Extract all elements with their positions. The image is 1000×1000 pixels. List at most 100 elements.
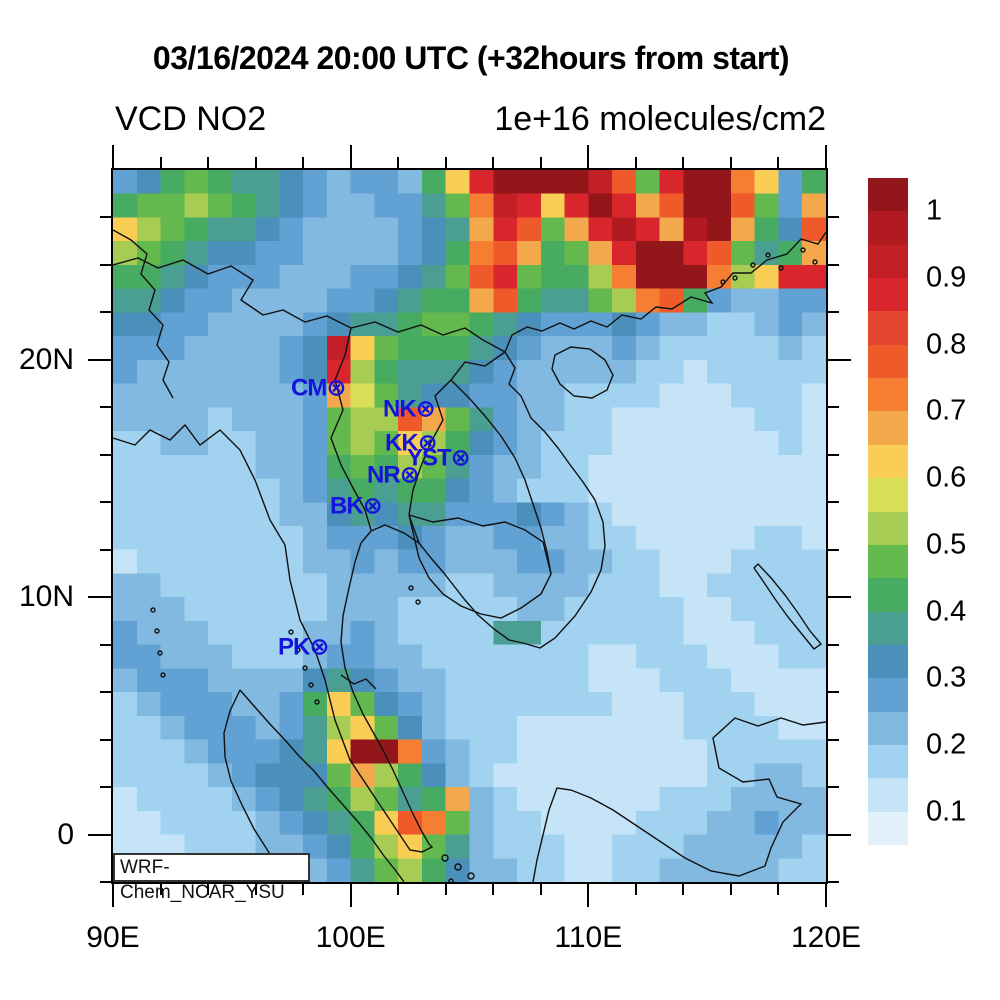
- y-major-tick: [828, 596, 851, 598]
- x-minor-tick: [540, 884, 542, 895]
- y-minor-tick: [828, 501, 839, 503]
- colorbar-label: 0.4: [926, 595, 967, 628]
- island-dot: [154, 628, 160, 634]
- y-minor-tick: [828, 644, 839, 646]
- border-path: [330, 327, 372, 531]
- colorbar-label: 0.5: [926, 528, 967, 561]
- island-dot: [454, 863, 462, 871]
- coastline-path: [753, 562, 823, 650]
- x-minor-tick: [397, 157, 399, 168]
- station-marker-YST: YST⊗: [407, 444, 471, 472]
- y-minor-tick: [100, 881, 111, 883]
- coastline-path: [113, 231, 826, 853]
- colorbar-label: 0.1: [926, 795, 967, 828]
- island-dot: [467, 872, 475, 880]
- island-dot: [750, 262, 756, 268]
- island-dot: [308, 682, 314, 688]
- x-minor-tick: [730, 157, 732, 168]
- station-marker-BK: BK⊗: [330, 492, 383, 520]
- island-dot: [302, 665, 308, 671]
- y-minor-tick: [100, 216, 111, 218]
- x-major-tick: [587, 145, 589, 168]
- coastline-overlay: [113, 229, 826, 882]
- y-minor-tick: [828, 691, 839, 693]
- station-marker-CM: CM⊗: [291, 374, 346, 402]
- colorbar-segment: [868, 178, 908, 212]
- island-dot: [314, 699, 320, 705]
- x-minor-tick: [207, 884, 209, 895]
- border-path: [340, 674, 377, 690]
- x-minor-tick: [682, 157, 684, 168]
- no2-heatmap: [113, 170, 826, 882]
- y-minor-tick: [828, 786, 839, 788]
- x-minor-tick: [635, 157, 637, 168]
- border-path: [408, 351, 506, 544]
- island-dot: [288, 629, 294, 635]
- y-minor-tick: [100, 786, 111, 788]
- y-axis-label: 20N: [18, 342, 74, 376]
- x-major-tick: [112, 884, 114, 907]
- island-dot: [408, 585, 414, 591]
- island-dot: [732, 275, 738, 281]
- island-dot: [160, 672, 166, 678]
- y-minor-tick: [828, 311, 839, 313]
- colorbar-label: 1: [926, 194, 943, 227]
- x-major-tick: [112, 145, 114, 168]
- y-minor-tick: [100, 739, 111, 741]
- x-minor-tick: [540, 157, 542, 168]
- x-minor-tick: [777, 157, 779, 168]
- x-minor-tick: [207, 157, 209, 168]
- x-minor-tick: [635, 884, 637, 895]
- colorbar-segment: [868, 544, 908, 579]
- island-dot: [812, 259, 818, 265]
- x-minor-tick: [255, 157, 257, 168]
- colorbar-segment: [868, 744, 908, 779]
- island-dot: [778, 265, 784, 271]
- border-path: [113, 257, 506, 353]
- x-major-tick: [825, 145, 827, 168]
- colorbar-segment: [868, 344, 908, 379]
- colorbar-segment: [868, 778, 908, 813]
- x-major-tick: [825, 884, 827, 907]
- x-major-tick: [350, 145, 352, 168]
- x-minor-tick: [397, 884, 399, 895]
- coastline-path: [551, 346, 614, 399]
- x-minor-tick: [777, 884, 779, 895]
- border-path: [113, 229, 174, 399]
- units-label: 1e+16 molecules/cm2: [494, 100, 826, 138]
- colorbar-segment: [868, 211, 908, 246]
- colorbar-label: 0.2: [926, 728, 967, 761]
- x-minor-tick: [445, 157, 447, 168]
- y-minor-tick: [828, 549, 839, 551]
- colorbar-segment: [868, 678, 908, 713]
- station-marker-PK: PK⊗: [278, 633, 329, 661]
- colorbar-label: 0.9: [926, 261, 967, 294]
- y-minor-tick: [100, 501, 111, 503]
- island-dot: [415, 599, 421, 605]
- station-marker-NK: NK⊗: [383, 395, 436, 423]
- x-minor-tick: [255, 884, 257, 895]
- x-axis-label: 100E: [315, 921, 386, 954]
- station-marker-NR: NR⊗: [367, 461, 420, 489]
- colorbar-segment: [868, 711, 908, 746]
- y-major-tick: [828, 834, 851, 836]
- x-minor-tick: [492, 157, 494, 168]
- x-minor-tick: [730, 884, 732, 895]
- colorbar-segment: [868, 511, 908, 546]
- border-path: [408, 514, 552, 619]
- colorbar-label: 0.3: [926, 661, 967, 694]
- y-minor-tick: [100, 644, 111, 646]
- y-minor-tick: [828, 406, 839, 408]
- coastline-path: [532, 717, 826, 882]
- island-dot: [157, 650, 163, 656]
- island-dot: [800, 247, 806, 253]
- station-marker-KK: KK⊗: [385, 429, 438, 457]
- island-dot: [765, 252, 771, 258]
- x-axis-label: 120E: [790, 921, 862, 954]
- colorbar-segment: [868, 444, 908, 479]
- y-minor-tick: [100, 549, 111, 551]
- x-minor-tick: [445, 884, 447, 895]
- colorbar-segment: [868, 411, 908, 446]
- colorbar-label: 0.6: [926, 461, 967, 494]
- colorbar-segment: [868, 611, 908, 646]
